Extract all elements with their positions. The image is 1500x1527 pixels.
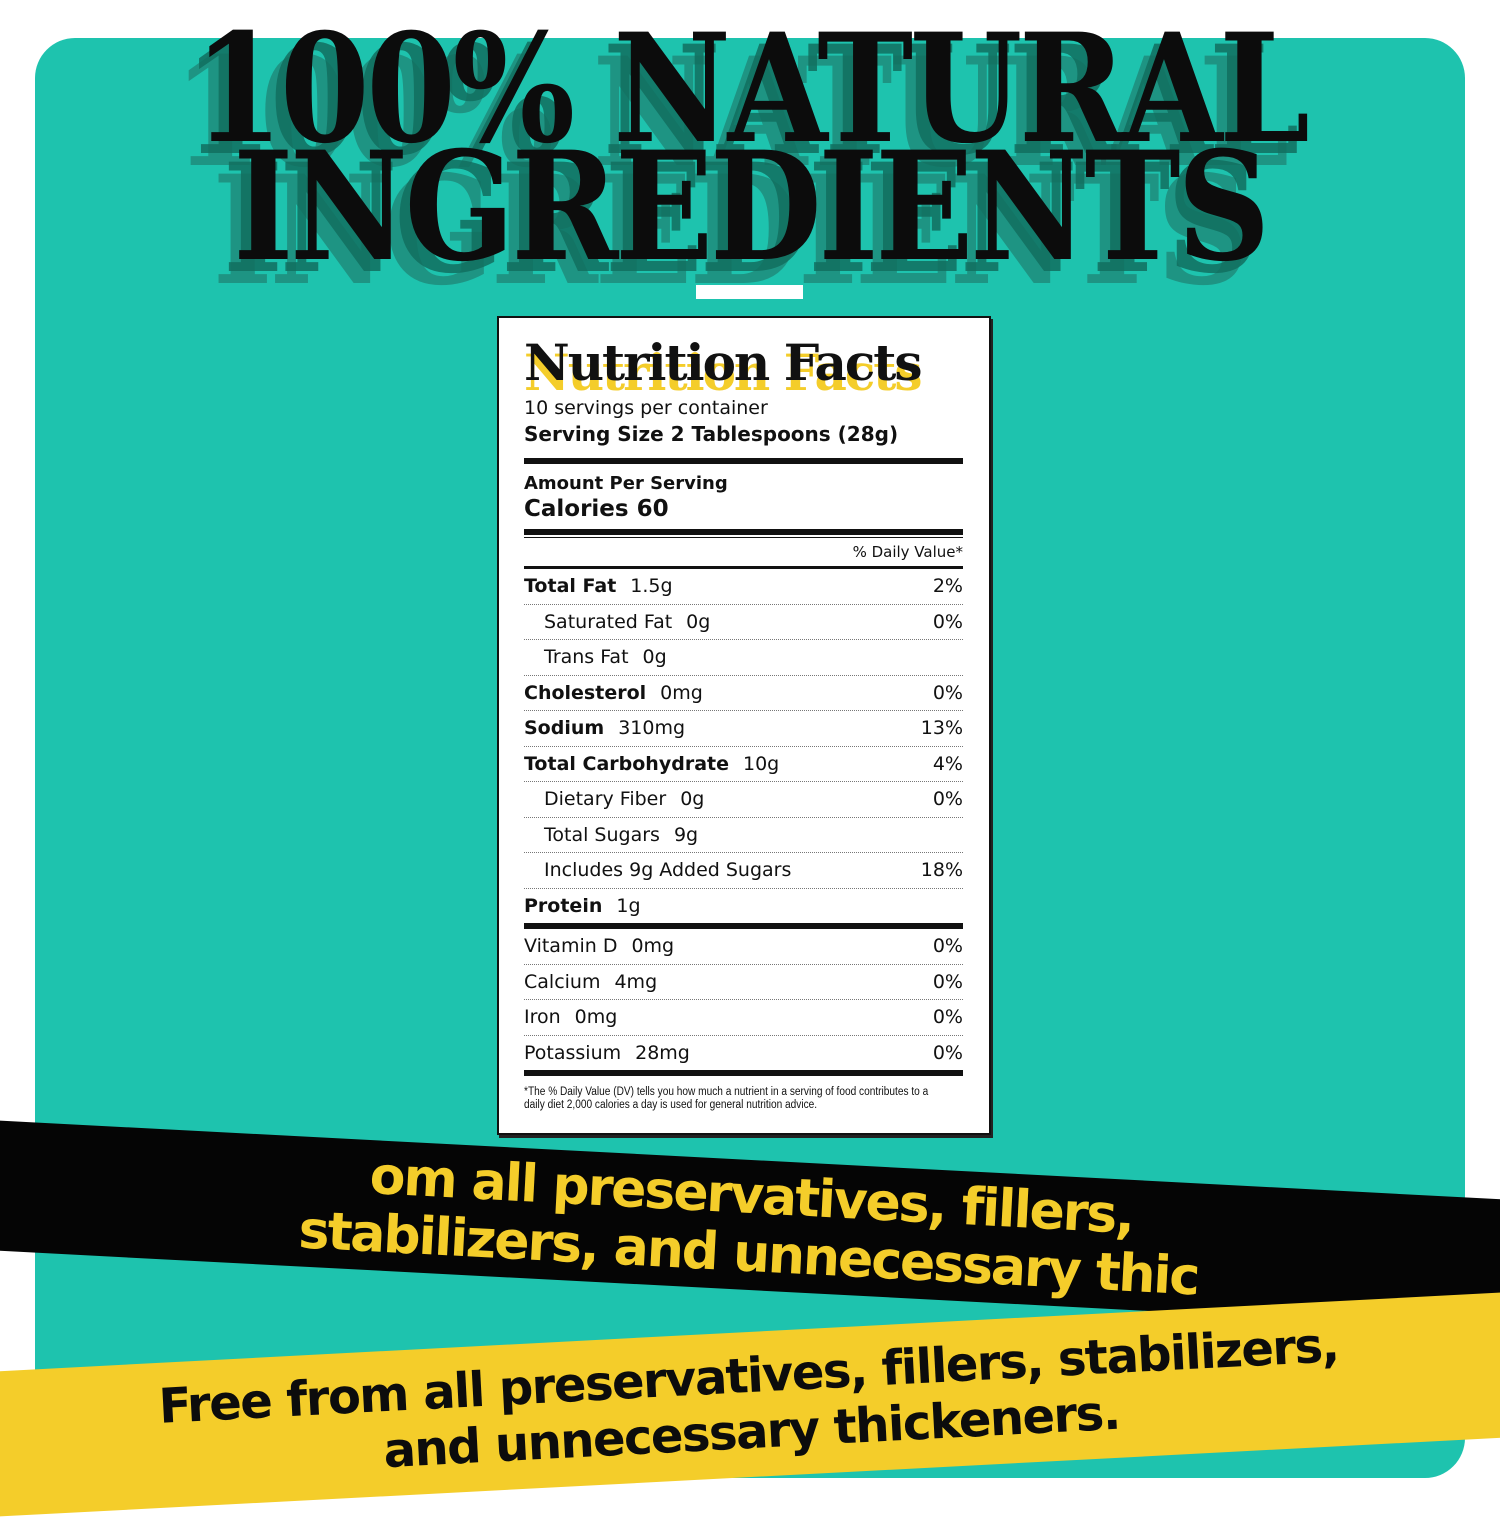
- nutrient-row: Total Sugars 9g: [524, 818, 963, 853]
- nutrient-amount: 10g: [742, 752, 780, 775]
- nutrient-name-and-amount: Vitamin D 0mg: [524, 935, 674, 957]
- nutrient-row: Includes 9g Added Sugars 18%: [524, 853, 963, 889]
- nutrient-name-and-amount: Total Sugars 9g: [524, 824, 698, 846]
- nutrient-amount: 0g: [642, 646, 667, 669]
- nutrient-name: Cholesterol: [524, 681, 647, 704]
- divider: [524, 1070, 963, 1076]
- nutrient-row: Total Carbohydrate 10g 4%: [524, 747, 963, 782]
- nutrition-facts-label: Nutrition Facts 10 servings per containe…: [497, 316, 991, 1135]
- divider: [524, 529, 963, 535]
- nutrient-daily-value: 0%: [932, 1041, 963, 1064]
- nutrient-name: Includes 9g Added Sugars: [544, 859, 792, 882]
- nutrient-name: Sodium: [524, 717, 605, 740]
- nutrient-row: Calcium 4mg 0%: [524, 965, 963, 1000]
- nutrient-amount: 9g: [673, 823, 699, 846]
- nutrient-amount: 310mg: [618, 717, 686, 740]
- nutrient-daily-value: 0%: [932, 1006, 963, 1029]
- nutrient-name: Iron: [524, 1006, 561, 1029]
- nutrition-title: Nutrition Facts: [524, 333, 923, 392]
- nutrient-row: Sodium 310mg 13%: [524, 711, 963, 747]
- nutrient-name: Calcium: [524, 970, 601, 993]
- nutrient-amount: 28mg: [635, 1041, 690, 1064]
- divider: [524, 566, 963, 569]
- nutrient-name-and-amount: Iron 0mg: [524, 1006, 617, 1028]
- nutrient-row: Cholesterol 0mg 0%: [524, 676, 963, 711]
- nutrient-daily-value: 18%: [920, 859, 963, 882]
- nutrient-name-and-amount: Trans Fat 0g: [524, 646, 667, 668]
- nutrient-name-and-amount: Sodium 310mg: [524, 717, 685, 739]
- nutrient-row: Vitamin D 0mg 0%: [524, 929, 963, 965]
- footnote: *The % Daily Value (DV) tells you how mu…: [524, 1086, 929, 1111]
- nutrient-name-and-amount: Saturated Fat 0g: [524, 611, 710, 633]
- nutrient-amount: 0g: [686, 610, 711, 633]
- nutrient-name: Dietary Fiber: [544, 788, 667, 811]
- nutrient-daily-value: 13%: [920, 717, 963, 740]
- nutrient-name-and-amount: Includes 9g Added Sugars: [524, 859, 805, 881]
- nutrient-name: Saturated Fat: [544, 610, 673, 633]
- nutrient-daily-value: 0%: [932, 788, 963, 811]
- nutrient-name-and-amount: Calcium 4mg: [524, 971, 657, 993]
- nutrient-name-and-amount: Cholesterol 0mg: [524, 682, 703, 704]
- nutrient-amount: 4mg: [614, 970, 658, 993]
- nutrient-name-and-amount: Total Fat 1.5g: [524, 575, 673, 597]
- nutrient-name: Total Carbohydrate: [524, 752, 729, 775]
- nutrient-amount: 0g: [680, 788, 705, 811]
- nutrient-daily-value: 0%: [932, 610, 963, 633]
- nutrient-row: Dietary Fiber 0g 0%: [524, 782, 963, 818]
- nutrient-daily-value: 2%: [932, 575, 963, 598]
- calories: Calories 60: [524, 496, 669, 522]
- nutrient-name: Total Sugars: [544, 823, 660, 846]
- nutrient-row: Iron 0mg 0%: [524, 1000, 963, 1036]
- nutrient-daily-value: 4%: [932, 752, 963, 775]
- nutrient-row: Trans Fat 0g: [524, 640, 963, 676]
- headline-line-2: INGREDIENTS: [233, 119, 1270, 295]
- nutrient-name: Protein: [524, 894, 603, 917]
- nutrient-amount: 1.5g: [630, 575, 673, 598]
- nutrient-row: Potassium 28mg 0%: [524, 1036, 963, 1071]
- divider: [524, 923, 963, 929]
- nutrient-row: Saturated Fat 0g 0%: [524, 605, 963, 640]
- amount-per-serving: Amount Per Serving: [524, 473, 728, 494]
- nutrient-row: Protein 1g: [524, 889, 963, 924]
- nutrient-daily-value: 0%: [932, 970, 963, 993]
- nutrient-daily-value: 0%: [932, 935, 963, 958]
- nutrient-name-and-amount: Total Carbohydrate 10g: [524, 753, 779, 775]
- nutrient-name-and-amount: Dietary Fiber 0g: [524, 788, 704, 810]
- nutrient-name-and-amount: Protein 1g: [524, 895, 641, 917]
- nutrient-name: Trans Fat: [544, 646, 629, 669]
- servings-per-container: 10 servings per container: [524, 397, 768, 419]
- nutrient-amount: 0mg: [631, 935, 675, 958]
- nutrient-amount: 0mg: [574, 1006, 618, 1029]
- nutrient-amount: 1g: [616, 894, 641, 917]
- nutrient-name: Potassium: [524, 1041, 622, 1064]
- nutrient-daily-value: 0%: [932, 681, 963, 704]
- nutrient-row: Total Fat 1.5g 2%: [524, 569, 963, 605]
- divider: [524, 458, 963, 464]
- headline-line-1: 100% NATURAL: [193, 1, 1310, 177]
- serving-size: Serving Size 2 Tablespoons (28g): [524, 422, 899, 446]
- daily-value-header: % Daily Value*: [524, 537, 963, 566]
- nutrient-name: Vitamin D: [524, 935, 618, 958]
- divider-dash: [696, 285, 803, 299]
- nutrient-amount: 0mg: [660, 681, 703, 704]
- nutrient-name: Total Fat: [524, 575, 617, 598]
- nutrient-name-and-amount: Potassium 28mg: [524, 1042, 690, 1064]
